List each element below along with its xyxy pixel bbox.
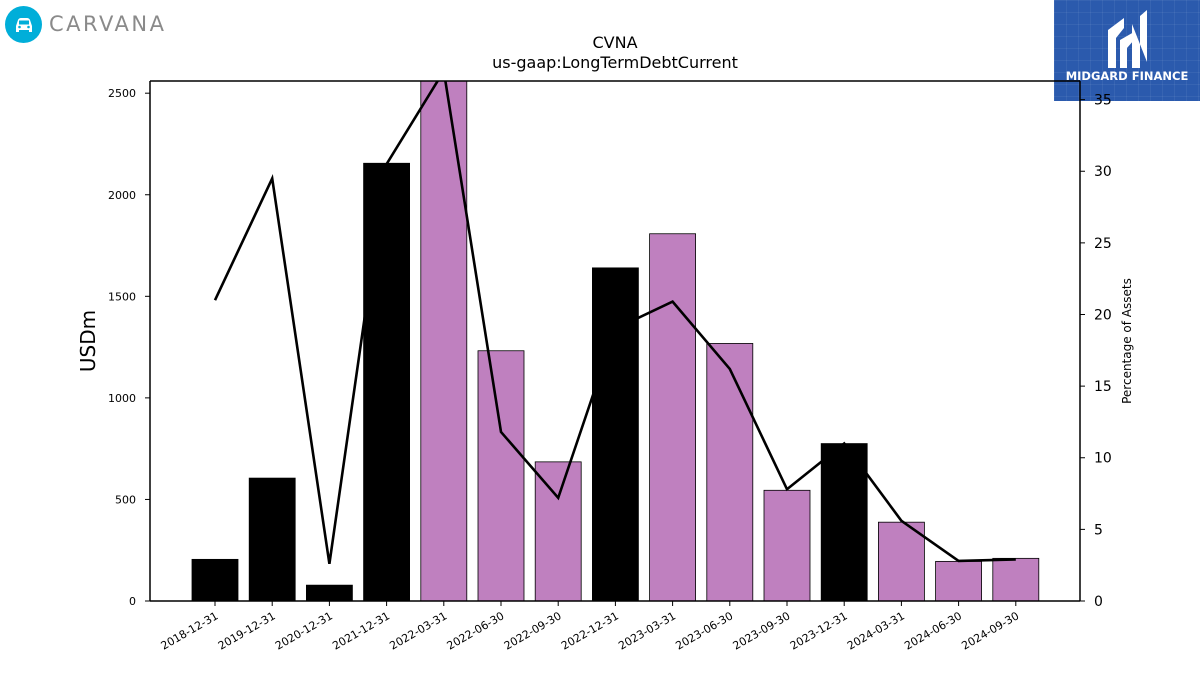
x-tick-label-2023-03-31: 2023-03-31	[616, 609, 678, 652]
series-line-percentage	[213, 81, 1016, 564]
x-tick-label-2018-12-31: 2018-12-31	[159, 609, 221, 652]
bar-2022-03-31	[420, 81, 468, 601]
y2-tick-label-15: 15	[1094, 379, 1112, 395]
y-tick-label-500: 500	[115, 493, 136, 506]
y-tick-label-1500: 1500	[108, 290, 136, 303]
x-tick-label-2024-03-31: 2024-03-31	[845, 609, 907, 652]
y2-tick-label-30: 30	[1094, 164, 1112, 180]
x-tick-label-2024-06-30: 2024-06-30	[902, 609, 964, 652]
x-tick-label-2020-12-31: 2020-12-31	[273, 609, 335, 652]
bar-2024-03-31	[878, 521, 925, 601]
y2-axis-label: Percentage of Assets	[1120, 278, 1134, 404]
y2-tick-label-20: 20	[1094, 307, 1112, 323]
bar-2023-06-30	[706, 343, 754, 601]
x-tick-label-2024-09-30: 2024-09-30	[959, 609, 1021, 652]
car-icon	[5, 5, 42, 43]
bar-2018-12-31	[191, 558, 239, 601]
y-tick-label-2000: 2000	[108, 189, 136, 202]
carvana-logo: CARVANA	[5, 5, 166, 43]
x-tick-label-2023-12-31: 2023-12-31	[788, 609, 850, 652]
bar-2023-12-31	[820, 443, 868, 601]
y2-tick-label-35: 35	[1094, 93, 1112, 109]
bar-2021-12-31	[363, 162, 411, 601]
x-tick-label-2022-03-31: 2022-03-31	[387, 609, 449, 652]
bar-2024-09-30	[992, 557, 1040, 601]
x-tick-label-2022-06-30: 2022-06-30	[445, 609, 507, 652]
y2-tick-label-5: 5	[1094, 522, 1103, 538]
bar-2022-09-30	[534, 461, 582, 601]
bar-2023-03-31	[649, 233, 696, 601]
bar-2019-12-31	[248, 477, 296, 601]
x-tick-label-2023-09-30: 2023-09-30	[731, 609, 793, 652]
bar-2022-12-31	[592, 267, 639, 601]
chart-subtitle: us-gaap:LongTermDebtCurrent	[492, 53, 738, 72]
y-tick-label-2500: 2500	[108, 87, 136, 100]
x-tick-label-2021-12-31: 2021-12-31	[330, 609, 392, 652]
x-tick-label-2022-12-31: 2022-12-31	[559, 609, 621, 652]
x-tick-label-2019-12-31: 2019-12-31	[216, 609, 278, 652]
y-tick-label-0: 0	[129, 595, 136, 608]
y-tick-label-1000: 1000	[108, 392, 136, 405]
chart-title: CVNA	[592, 33, 637, 52]
bar-2023-09-30	[763, 489, 811, 601]
y2-tick-label-25: 25	[1094, 236, 1112, 252]
x-tick-label-2022-09-30: 2022-09-30	[502, 609, 564, 652]
x-tick-label-2023-06-30: 2023-06-30	[673, 609, 735, 652]
y2-tick-label-0: 0	[1094, 594, 1103, 610]
carvana-wordmark: CARVANA	[49, 12, 167, 36]
midgard-wordmark: MIDGARD FINANCE	[1065, 69, 1189, 83]
y-axis-label: USDm	[76, 310, 100, 372]
midgard-mark-icon	[1108, 10, 1147, 68]
y2-tick-label-10: 10	[1094, 451, 1112, 467]
bar-2024-06-30	[935, 560, 982, 601]
midgard-finance-logo: MIDGARD FINANCE	[1054, 0, 1200, 101]
bar-2020-12-31	[305, 584, 353, 601]
bar-2022-06-30	[477, 350, 525, 601]
